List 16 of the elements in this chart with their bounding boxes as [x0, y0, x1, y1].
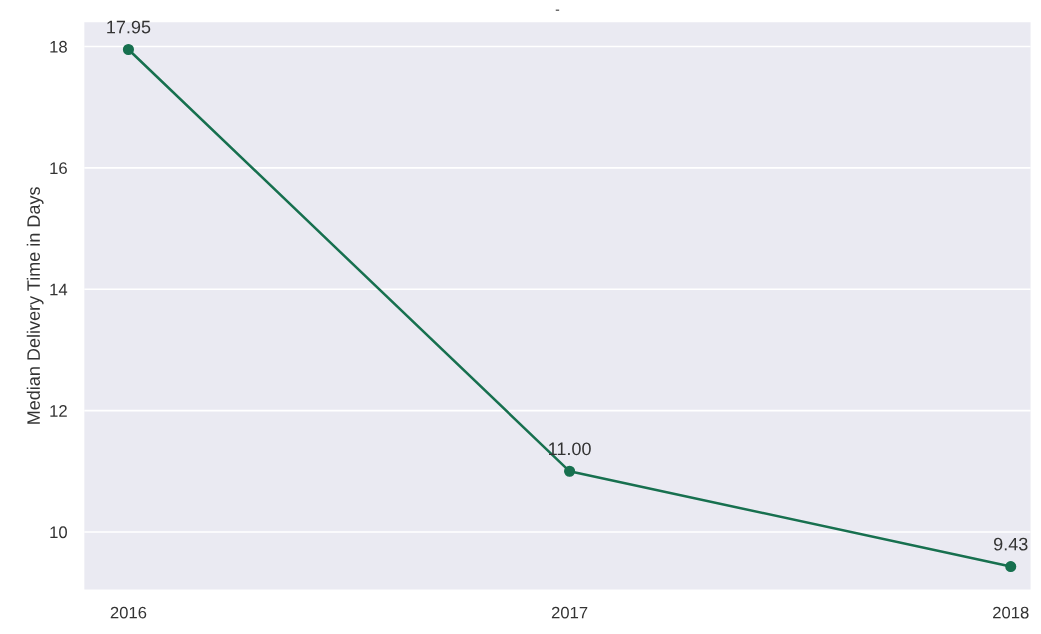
x-tick-label: 2016	[110, 606, 147, 619]
y-axis-title: Median Delivery Time in Days	[26, 187, 44, 424]
y-tick-label: 18	[50, 40, 67, 53]
data-label: 17.95	[107, 20, 151, 34]
data-label: 9.43	[994, 537, 1028, 551]
y-tick-label: 10	[50, 526, 67, 539]
x-tick-label: 2017	[551, 606, 588, 619]
chart-title: -	[555, 9, 560, 11]
data-label: 11.00	[549, 442, 591, 456]
y-tick-label: 14	[50, 283, 68, 296]
point	[564, 465, 576, 477]
y-tick-label: 16	[50, 162, 67, 175]
x-tick-label: 2018	[993, 606, 1029, 619]
point	[122, 43, 134, 56]
point	[1005, 561, 1017, 573]
y-tick-label: 12	[50, 404, 67, 417]
